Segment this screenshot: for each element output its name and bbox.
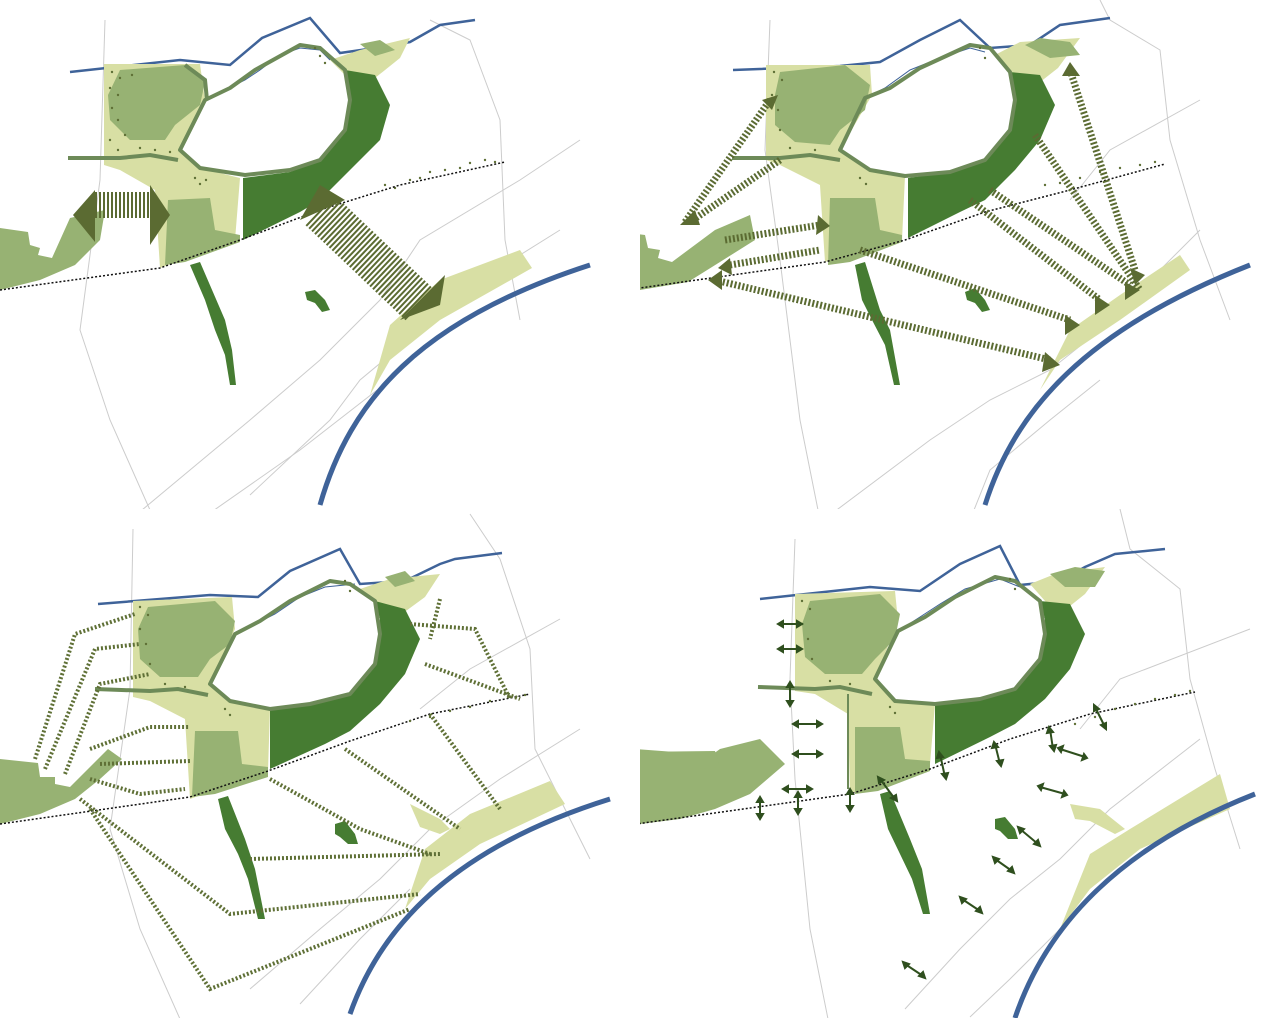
green-ne-patch <box>1050 567 1105 587</box>
green-west <box>0 210 105 290</box>
coast-light <box>370 250 532 395</box>
park-ring <box>208 579 382 711</box>
coastline <box>982 262 1251 506</box>
tree-dots <box>800 577 1192 726</box>
map-panel-bottom-right <box>640 509 1280 1018</box>
green-ne-patch <box>360 40 395 56</box>
map-panel-top-left <box>0 0 640 509</box>
forest-dark-east <box>908 72 1055 238</box>
coastline <box>317 262 591 506</box>
corridor-arrow-west <box>73 185 170 245</box>
green-forest-north <box>775 65 870 145</box>
map-panel-bottom-left <box>0 509 640 1018</box>
green-forest-north <box>138 601 235 677</box>
forest-dark-east <box>270 601 420 769</box>
green-ne-patch <box>1025 38 1080 58</box>
tree-dots-east <box>383 158 497 190</box>
green-forest-north <box>108 65 205 140</box>
park-arm-west <box>68 152 179 162</box>
forest-dark-east <box>935 601 1085 764</box>
coast-light-small <box>1070 804 1125 834</box>
forest-strips <box>218 796 358 919</box>
map-svg-top-right <box>640 0 1251 509</box>
tree-dots-north <box>108 46 327 186</box>
arrow-heads <box>680 62 1145 372</box>
forest-dark-east <box>243 70 390 240</box>
green-west-left <box>640 751 720 784</box>
crossing-arrows <box>755 619 1107 980</box>
railway <box>640 691 1196 825</box>
corridor-arrow-southeast <box>300 185 445 321</box>
park-ring <box>178 43 352 177</box>
green-block-center <box>855 727 930 794</box>
green-forest-north <box>802 594 900 674</box>
coast-light <box>1040 255 1190 390</box>
river-north <box>759 544 1166 601</box>
green-west <box>0 749 122 824</box>
coast-light <box>1060 774 1230 929</box>
park-ring <box>838 43 1017 178</box>
coast-light-small <box>410 804 450 834</box>
park-ring <box>873 575 1047 706</box>
coastline <box>1012 791 1256 1018</box>
river-north <box>732 16 1111 72</box>
map-svg-bottom-right <box>640 509 1256 1018</box>
railway <box>640 163 1166 289</box>
green-block-center <box>828 198 902 265</box>
park-arm-west <box>732 152 841 162</box>
forest-strips <box>880 791 1018 914</box>
railway <box>0 161 506 291</box>
map-svg-bottom-left <box>0 513 611 1018</box>
coastline <box>347 796 611 1015</box>
green-block-center <box>192 731 268 797</box>
green-ne-patch <box>385 571 415 587</box>
corridor-arrows <box>682 68 1143 364</box>
river-north <box>69 16 476 74</box>
park-arm-west <box>94 686 209 697</box>
dotted-paths <box>33 598 521 992</box>
coast-light <box>405 781 565 909</box>
river-north <box>97 547 503 606</box>
tree-dots <box>770 46 1157 187</box>
map-svg-top-left <box>0 16 591 509</box>
forest-strips <box>855 262 990 385</box>
forest-strips <box>190 262 330 385</box>
green-west <box>640 215 755 290</box>
tree-dots <box>138 579 527 723</box>
park-north-edge <box>183 63 209 101</box>
green-block-center <box>165 198 240 265</box>
map-panel-top-right <box>640 0 1280 509</box>
railway <box>0 693 531 825</box>
